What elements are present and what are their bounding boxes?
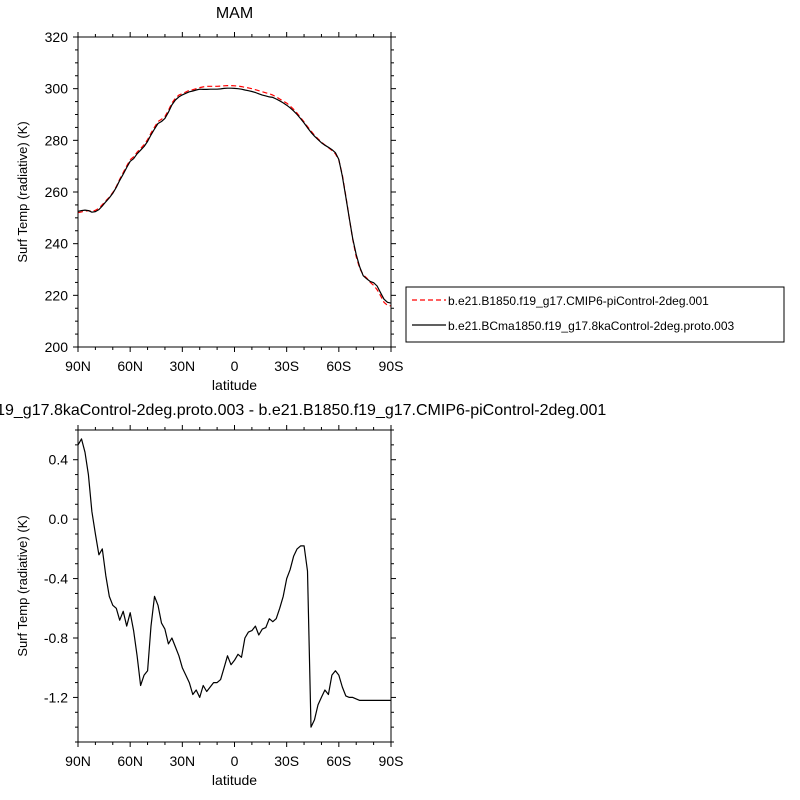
x-tick-label: 30S [274, 358, 299, 374]
y-tick-label: 220 [45, 287, 69, 303]
series-line-1 [78, 438, 391, 728]
y-tick-label: 0.0 [49, 511, 69, 527]
series-line-1 [78, 84, 391, 307]
chart-2: b.e21.BCma1850.f19_g17.8kaControl-2deg.p… [0, 402, 606, 788]
y-tick-label: 260 [45, 184, 69, 200]
x-axis-label: latitude [212, 377, 257, 393]
x-tick-label: 90S [379, 358, 404, 374]
legend-label: b.e21.BCma1850.f19_g17.8kaControl-2deg.p… [448, 319, 735, 333]
series-group [78, 438, 391, 728]
x-tick-label: 60S [326, 358, 351, 374]
y-tick-label: 320 [45, 29, 69, 45]
legend-box [405, 286, 785, 343]
chart-title: MAM [216, 5, 253, 22]
y-tick-label: 280 [45, 132, 69, 148]
x-tick-label: 60N [117, 358, 143, 374]
x-tick-label: 30N [169, 358, 195, 374]
x-tick-label: 90N [65, 753, 91, 769]
series-group [78, 84, 391, 307]
plot-frame [77, 429, 392, 743]
x-axis-label: latitude [212, 772, 257, 788]
legend-label: b.e21.B1850.f19_g17.CMIP6-piControl-2deg… [448, 294, 709, 308]
x-tick-label: 30S [274, 753, 299, 769]
x-tick-label: 90S [379, 753, 404, 769]
y-tick-label: 240 [45, 236, 69, 252]
y-tick-label: -0.8 [44, 630, 68, 646]
x-tick-label: 30N [169, 753, 195, 769]
x-tick-label: 0 [231, 358, 239, 374]
chart-title: b.e21.BCma1850.f19_g17.8kaControl-2deg.p… [0, 402, 606, 419]
y-tick-label: 300 [45, 81, 69, 97]
x-tick-label: 90N [65, 358, 91, 374]
y-tick-label: -1.2 [44, 689, 68, 705]
x-tick-label: 60N [117, 753, 143, 769]
y-tick-label: 0.4 [49, 452, 69, 468]
plot-frame [77, 36, 392, 348]
legend: b.e21.B1850.f19_g17.CMIP6-piControl-2deg… [405, 286, 785, 343]
x-tick-label: 0 [231, 753, 239, 769]
y-axis-label: Surf Temp (radiative) (K) [15, 515, 30, 656]
y-tick-label: -0.4 [44, 571, 68, 587]
x-tick-label: 60S [326, 753, 351, 769]
y-tick-label: 200 [45, 339, 69, 355]
series-line-2 [78, 87, 391, 304]
chart-1: MAM 90N 60N 30N 0 30S 60S 90S latitude 320 300 280 2… [15, 5, 785, 393]
y-axis-label: Surf Temp (radiative) (K) [15, 121, 30, 262]
